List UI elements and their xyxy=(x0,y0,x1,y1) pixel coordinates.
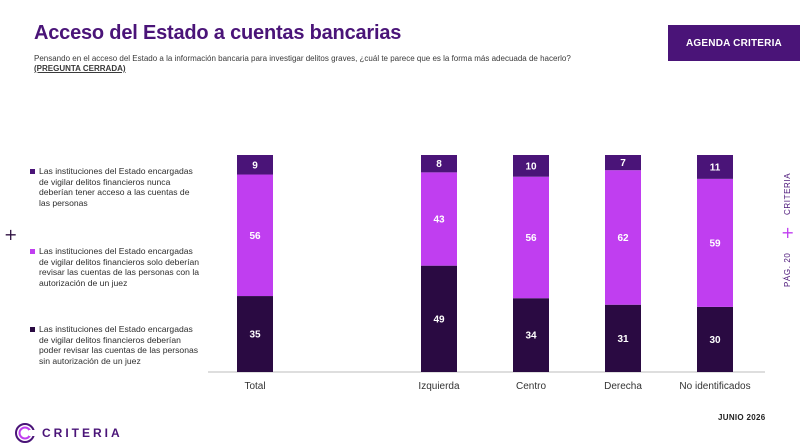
category-label-5: No identificados xyxy=(679,381,750,392)
agenda-criteria-button[interactable]: AGENDA CRITERIA xyxy=(668,25,800,61)
bar-segment-1-5 xyxy=(697,306,733,372)
bar-segment-1-1 xyxy=(237,296,273,372)
data-label-1-2: 49 xyxy=(433,314,445,325)
data-label-1-4: 31 xyxy=(617,334,629,345)
data-label-1-1: 35 xyxy=(249,330,261,341)
bar-segment-3-5 xyxy=(697,155,733,179)
left-plus-icon: + xyxy=(4,225,18,244)
data-label-3-1: 9 xyxy=(252,160,258,171)
data-label-1-3: 34 xyxy=(525,331,537,342)
category-label-1: Total xyxy=(244,381,265,392)
report-date: JUNIO 2026 xyxy=(718,413,766,422)
category-label-3: Centro xyxy=(516,381,546,392)
bar-segment-3-4 xyxy=(605,155,641,171)
legend-label-sin-juez: Las instituciones del Estado encargadas … xyxy=(39,324,199,366)
data-label-2-1: 56 xyxy=(249,231,261,242)
bar-segment-3-1 xyxy=(237,155,273,175)
bar-segment-2-4 xyxy=(605,170,641,305)
data-label-2-4: 62 xyxy=(617,233,629,244)
legend-swatch-sin-juez xyxy=(30,327,35,332)
question-type: (PREGUNTA CERRADA) xyxy=(34,64,126,73)
data-label-3-3: 10 xyxy=(525,161,537,172)
criteria-logo-icon xyxy=(15,423,36,443)
legend-label-nunca: Las instituciones del Estado encargadas … xyxy=(39,166,193,208)
criteria-logo: CRITERIA xyxy=(14,422,123,444)
bar-segment-2-3 xyxy=(513,176,549,299)
question-body: Pensando en el acceso del Estado a la in… xyxy=(34,54,571,63)
bar-segment-1-2 xyxy=(421,265,457,372)
question-text: Pensando en el acceso del Estado a la in… xyxy=(34,54,594,74)
legend-item-con-juez: Las instituciones del Estado encargadas … xyxy=(30,246,202,288)
page-title: Acceso del Estado a cuentas bancarias xyxy=(34,22,402,44)
bar-segment-1-3 xyxy=(513,298,549,372)
data-label-3-4: 7 xyxy=(620,158,626,169)
data-label-2-5: 59 xyxy=(709,238,721,249)
bar-segment-2-2 xyxy=(421,172,457,266)
category-label-4: Derecha xyxy=(604,381,642,392)
category-label-2: Izquierda xyxy=(418,381,460,392)
bar-segment-2-5 xyxy=(697,178,733,307)
legend-label-con-juez: Las instituciones del Estado encargadas … xyxy=(39,246,200,288)
bar-segment-2-1 xyxy=(237,174,273,297)
legend-swatch-con-juez xyxy=(30,249,35,254)
data-label-2-3: 56 xyxy=(525,233,537,244)
bar-segment-3-2 xyxy=(421,155,457,173)
data-label-1-5: 30 xyxy=(709,335,721,346)
criteria-logo-text: CRITERIA xyxy=(42,426,123,440)
data-label-2-2: 43 xyxy=(433,215,445,226)
data-label-3-2: 8 xyxy=(436,159,442,170)
legend-item-nunca: Las instituciones del Estado encargadas … xyxy=(30,166,202,208)
bar-segment-3-3 xyxy=(513,155,549,177)
legend-swatch-nunca xyxy=(30,169,35,174)
bar-segment-1-4 xyxy=(605,304,641,372)
legend-item-sin-juez: Las instituciones del Estado encargadas … xyxy=(30,324,202,366)
side-plus-icon: + xyxy=(781,223,795,242)
data-label-3-5: 11 xyxy=(710,162,721,173)
